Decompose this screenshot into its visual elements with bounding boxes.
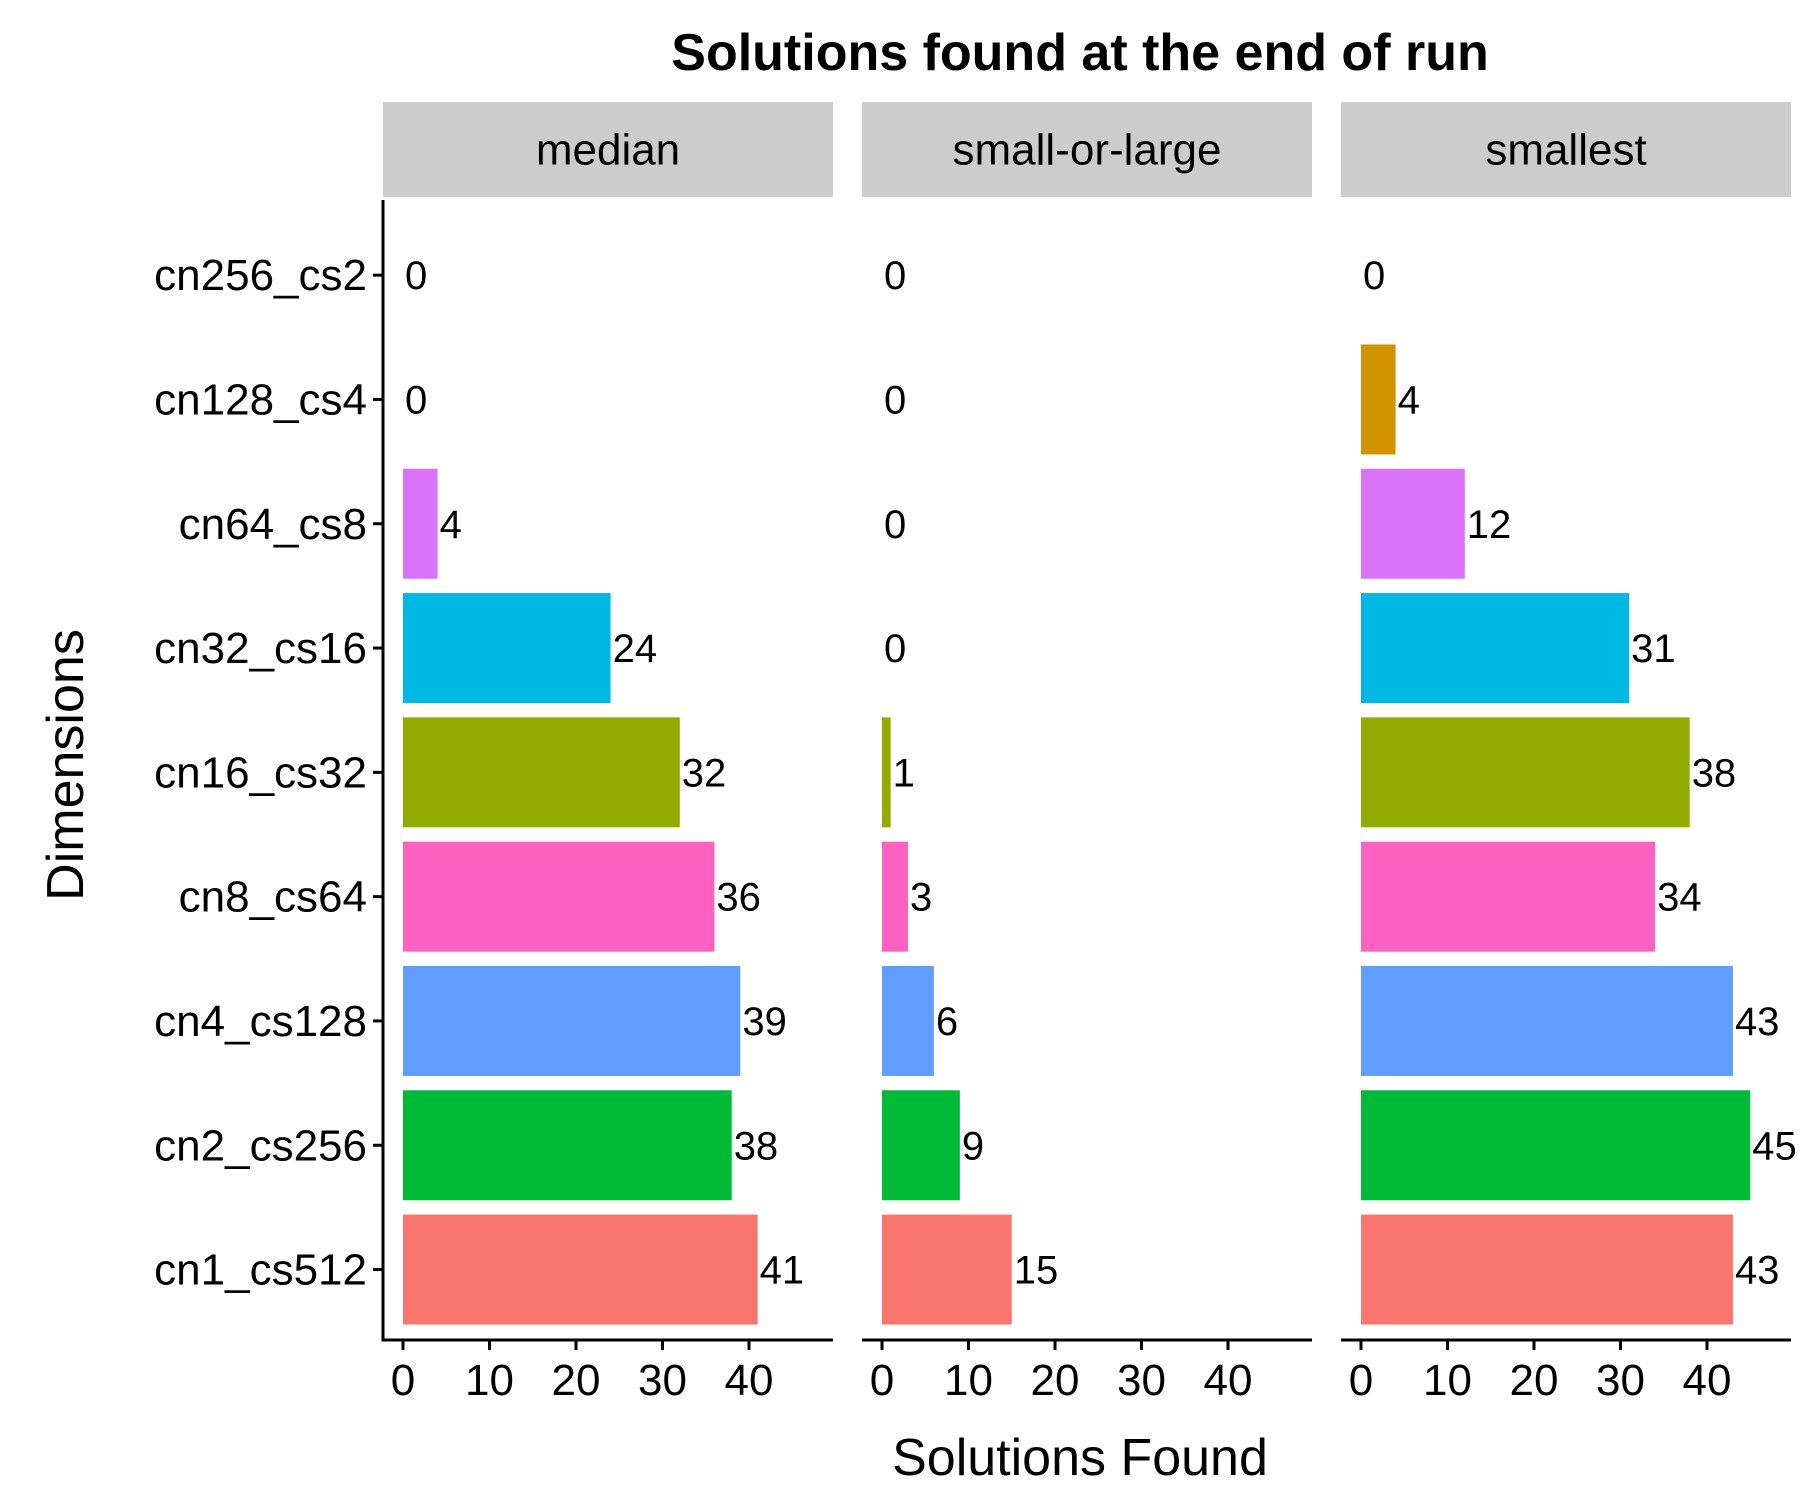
bar-value-label: 43: [1735, 1000, 1780, 1044]
x-tick-label: 40: [1683, 1356, 1732, 1405]
bar-value-label: 24: [613, 627, 658, 671]
y-axis-title: Dimensions: [37, 629, 95, 901]
bar-value-label: 0: [884, 254, 906, 298]
bar-value-label: 4: [1398, 378, 1420, 422]
bar: [403, 1090, 732, 1201]
x-tick-label: 10: [944, 1356, 993, 1405]
bar: [1361, 593, 1630, 704]
bar: [1361, 1214, 1733, 1325]
panel-strip-label: smallest: [1485, 126, 1646, 175]
bar-value-label: 4: [440, 503, 462, 547]
bar-value-label: 12: [1467, 503, 1512, 547]
y-category-label: cn4_cs128: [154, 997, 367, 1046]
x-tick-label: 40: [1204, 1356, 1253, 1405]
panel-small-or-large: small-or-large 0 0 0 0 1 3 6 9 15 0 10 20 30 40: [862, 102, 1312, 1405]
bar-value-label: 31: [1631, 627, 1676, 671]
bar: [403, 965, 741, 1076]
bar-value-label: 39: [742, 1000, 787, 1044]
bar-value-label: 38: [734, 1124, 779, 1168]
bar-value-label: 0: [1363, 254, 1385, 298]
bar-value-label: 0: [405, 254, 427, 298]
panel-strip-label: median: [536, 126, 680, 175]
bar-value-label: 3: [910, 876, 932, 920]
panel-strip: [383, 102, 833, 197]
bar: [403, 717, 680, 828]
panel-median: median 0 0 4 24 32 36 39 38 41 0 10 20 30 40: [383, 102, 833, 1405]
y-category-label: cn1_cs512: [154, 1246, 367, 1295]
y-axis: cn256_cs2 cn128_cs4 cn64_cs8 cn32_cs16 cn16_…: [154, 200, 385, 1342]
bar: [403, 841, 715, 952]
x-tick-label: 0: [1349, 1356, 1373, 1405]
bar-value-label: 1: [893, 751, 915, 795]
bar-value-label: 0: [884, 627, 906, 671]
bar: [1361, 468, 1465, 579]
bar-value-label: 0: [405, 378, 427, 422]
x-tick-label: 30: [638, 1356, 687, 1405]
x-tick-label: 40: [725, 1356, 774, 1405]
bar: [1361, 344, 1396, 455]
bar: [882, 717, 891, 828]
bar: [1361, 965, 1733, 1076]
bar-value-label: 15: [1014, 1249, 1059, 1293]
bar-value-label: 0: [884, 378, 906, 422]
bar-value-label: 6: [936, 1000, 958, 1044]
x-tick-label: 0: [391, 1356, 415, 1405]
bar-value-label: 45: [1752, 1124, 1797, 1168]
x-tick-label: 0: [870, 1356, 894, 1405]
bar: [403, 468, 438, 579]
bar-value-label: 43: [1735, 1249, 1780, 1293]
y-category-label: cn8_cs64: [179, 873, 367, 922]
x-tick-label: 10: [465, 1356, 514, 1405]
bar-value-label: 32: [682, 751, 727, 795]
x-tick-label: 20: [1031, 1356, 1080, 1405]
y-category-label: cn32_cs16: [154, 624, 367, 673]
bar: [882, 1090, 960, 1201]
x-tick-label: 30: [1596, 1356, 1645, 1405]
bar: [403, 593, 611, 704]
panel-strip: [1341, 102, 1791, 197]
y-category-label: cn64_cs8: [179, 500, 367, 549]
bar: [882, 965, 934, 1076]
bar-value-label: 41: [760, 1249, 805, 1293]
bar-value-label: 34: [1657, 876, 1702, 920]
x-axis-title: Solutions Found: [892, 1429, 1268, 1487]
x-tick-label: 20: [1510, 1356, 1559, 1405]
bar-value-label: 9: [962, 1124, 984, 1168]
panel-smallest: smallest 0 4 12 31 38 34 43 45 43 0 10 20 30 40: [1341, 102, 1797, 1405]
bar-value-label: 0: [884, 503, 906, 547]
y-category-label: cn16_cs32: [154, 748, 367, 797]
bar: [403, 1214, 758, 1325]
bar-value-label: 36: [716, 876, 761, 920]
panel-strip-label: small-or-large: [953, 126, 1222, 175]
chart-title: Solutions found at the end of run: [671, 24, 1488, 82]
x-tick-label: 10: [1423, 1356, 1472, 1405]
y-category-label: cn256_cs2: [154, 251, 367, 300]
bar: [1361, 717, 1690, 828]
bar: [882, 841, 908, 952]
bar-value-label: 38: [1692, 751, 1737, 795]
x-tick-label: 20: [552, 1356, 601, 1405]
bar: [882, 1214, 1012, 1325]
panel-strip: [862, 102, 1312, 197]
bar: [1361, 841, 1656, 952]
y-category-label: cn128_cs4: [154, 375, 367, 424]
x-tick-label: 30: [1117, 1356, 1166, 1405]
y-category-label: cn2_cs256: [154, 1121, 367, 1170]
bar: [1361, 1090, 1751, 1201]
